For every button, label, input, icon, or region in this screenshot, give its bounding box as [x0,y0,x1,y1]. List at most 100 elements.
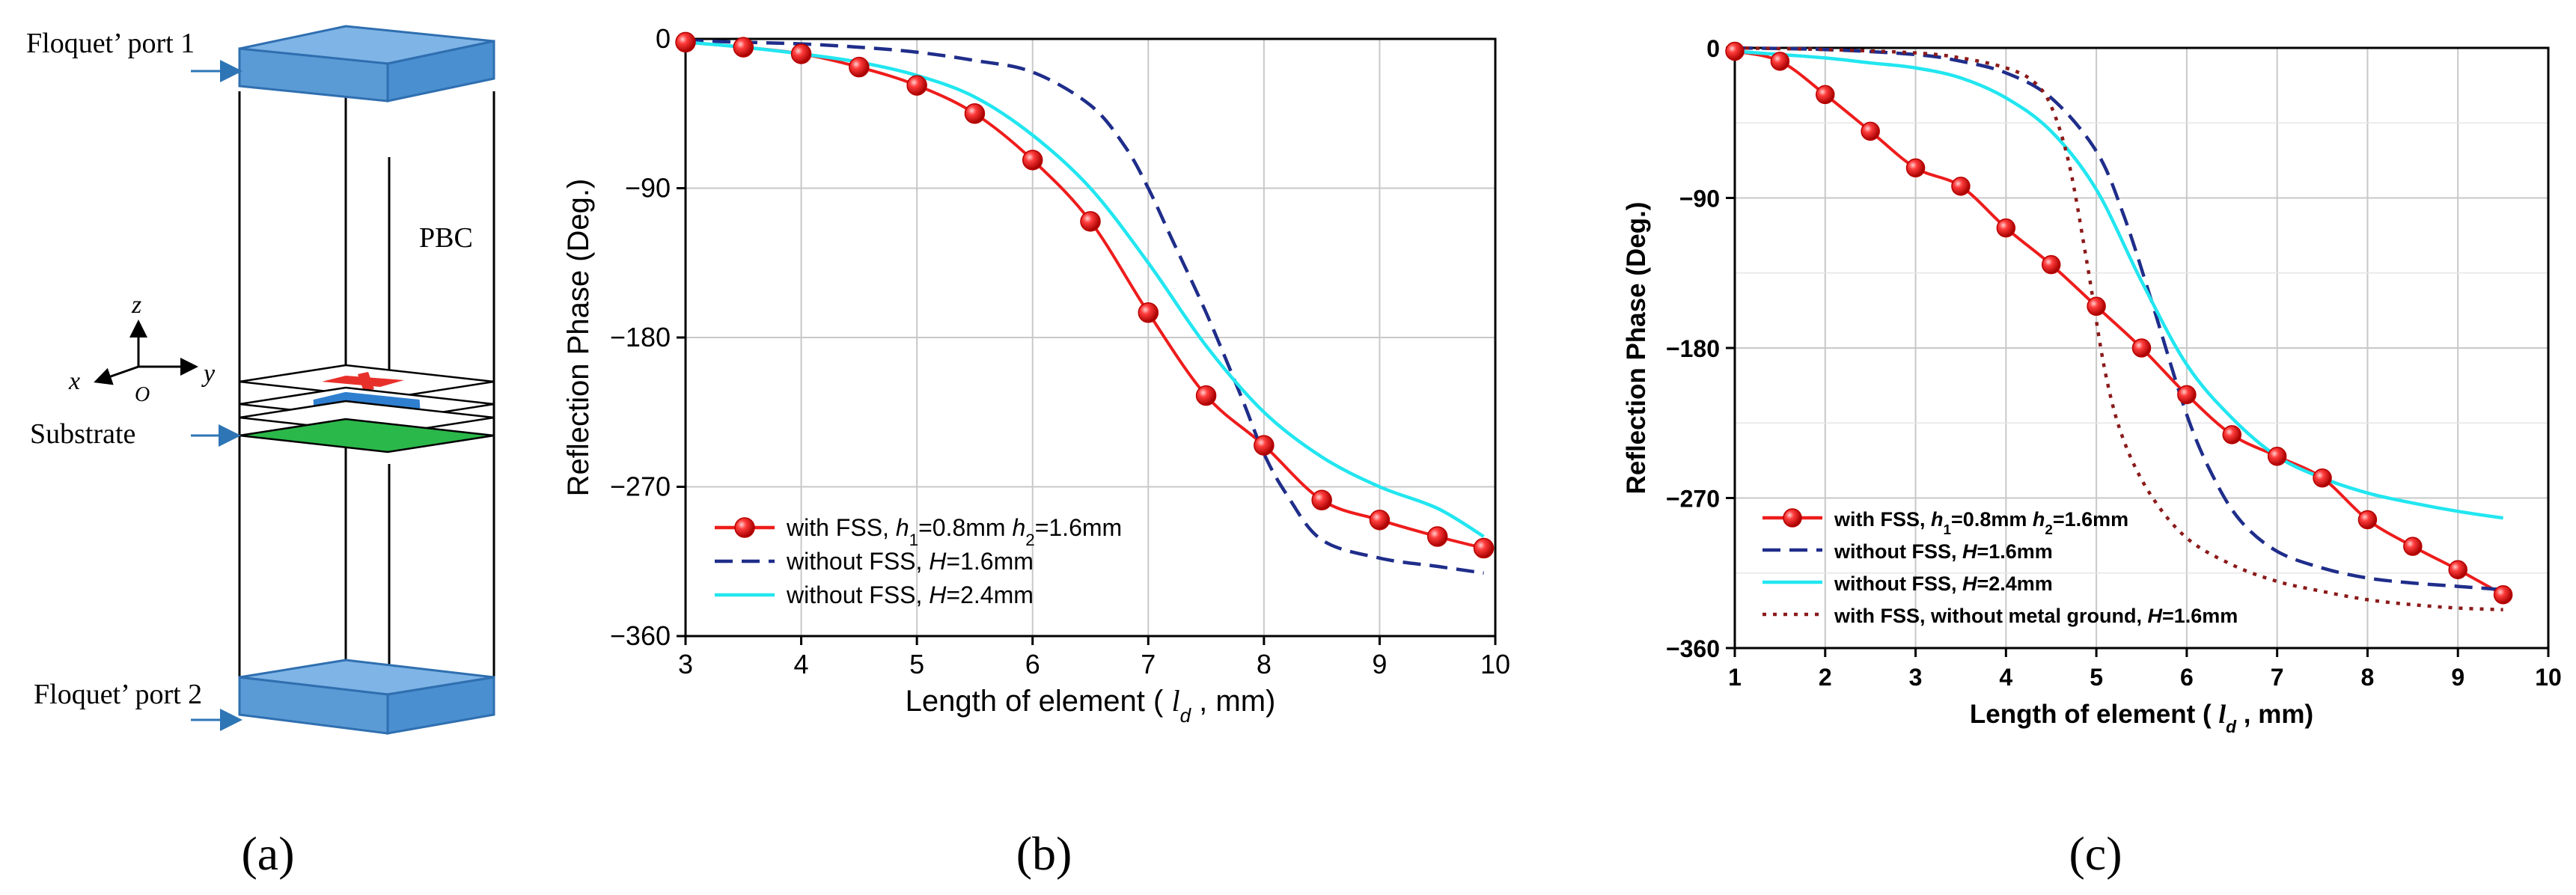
data-point-marker [2267,447,2287,466]
legend-text-part: =0.8mm [918,514,1012,541]
floquet-port-1-slab [238,25,495,103]
data-point-marker [1725,41,1745,61]
legend-label-0: with FSS, h1=0.8mm h2=1.6mm [1834,508,2128,538]
legend-label-2: without FSS, H=2.4mm [1834,572,2053,595]
legend-text-part: H [929,548,947,575]
y-tick-label: 0 [656,23,671,54]
legend-text-part: without FSS, [786,548,929,575]
x-tick-label: 10 [1480,649,1510,679]
x-tick-label: 10 [2535,664,2562,691]
x-axis-label-post: , mm) [1191,685,1275,718]
x-tick-label: 8 [1257,649,1272,679]
legend-text-part: h [896,514,909,541]
legend-label-1: without FSS, H=1.6mm [786,548,1034,575]
axis-y-label: y [201,360,216,388]
x-axis-label-var: l [1171,684,1179,718]
legend-label-3: with FSS, without metal ground, H=1.6mm [1834,605,2238,627]
plot-area [686,38,1485,575]
legend-text-part: 1 [909,531,918,549]
data-point-marker [2177,385,2197,405]
series-line-1 [1735,46,2503,592]
y-tick-label: −360 [610,620,671,651]
legend-text-part: H [2147,605,2162,627]
data-point-marker [1138,302,1159,323]
pbc-box-outline [238,34,495,677]
x-tick-label: 2 [1819,664,1832,691]
legend-text-part: h [1012,514,1025,541]
legend-text-part: =1.6mm [946,548,1033,575]
chart-c: 1 2 3 4 5 6 7 8 9 10 0 −90 −180 −270 −360 Length of ele… [1622,35,2562,736]
y-tick-label: −180 [610,322,671,352]
legend-text-part: without FSS, [786,581,929,608]
legend-text-part: with FSS, [1834,508,1931,531]
y-axis-label: Reflection Phase (Deg.) [1622,202,1651,495]
data-point-marker [1905,158,1926,178]
legend-text-part: without FSS, [1834,540,1962,563]
data-point-marker [675,31,696,53]
data-point-marker [849,56,870,78]
data-point-marker [2357,510,2378,530]
data-point-marker [2313,468,2332,488]
y-tick-label: −90 [1679,186,1720,213]
data-point-marker [733,37,754,58]
x-tick-label: 8 [2361,664,2375,691]
legend-text-part: with FSS, [786,514,896,541]
data-point-marker [1369,510,1391,531]
data-point-marker [2448,560,2467,580]
legend-text-part: H [929,581,947,608]
data-point-marker [2041,254,2061,275]
x-tick-label: 4 [794,649,809,679]
x-tick-label: 9 [2451,664,2464,691]
x-tick-label: 5 [2090,664,2103,691]
x-tick-label: 6 [1025,649,1040,679]
data-point-marker [2493,584,2513,605]
legend-marker [734,517,755,538]
floquet-port-2-slab [238,659,495,735]
port-1-label: Floquet’ port 1 [26,28,195,59]
x-tick-label: 5 [909,649,924,679]
legend-text-part: h [2033,508,2045,531]
legend-text-part: =1.6mm [2053,508,2128,531]
y-tick-label: −90 [625,173,671,204]
chart-b: 3 4 5 6 7 8 9 10 0 −90 −180 −270 −360 Length of eleme… [562,23,1510,727]
legend-text-part: h [1931,508,1944,531]
x-tick-label: 7 [1141,649,1156,679]
data-point-marker [1080,211,1101,232]
series-line-2 [686,40,1485,538]
data-point-marker [2403,537,2423,556]
legend-text-part: =1.6mm [1977,540,2052,563]
fss-top-layer [239,364,495,400]
y-tick-label: −360 [1666,635,1720,662]
series-line-2 [1735,49,2503,520]
data-point-marker [1473,537,1495,559]
panel-b-label: (b) [1016,827,1072,880]
panel-a-label: (a) [241,827,294,880]
legend-text-part: H [1962,540,1977,563]
data-point-marker [1861,121,1880,141]
legend-text-part: =2.4mm [946,581,1033,608]
y-axis-label: Reflection Phase (Deg.) [562,179,595,497]
data-point-marker [1195,385,1217,406]
x-tick-label: 4 [1999,664,2012,691]
legend-label-1: without FSS, H=1.6mm [1834,540,2053,563]
x-axis-label-var: l [2218,700,2226,729]
legend-label-2: without FSS, H=2.4mm [786,581,1034,608]
y-tick-label: 0 [1706,35,1720,62]
data-point-marker [2131,338,2152,358]
x-axis-label-pre: Length of element ( [906,685,1172,718]
y-tick-label: −270 [610,471,671,502]
data-point-marker [1951,177,1971,196]
data-point-marker [2222,425,2242,445]
data-point-marker [1254,435,1275,456]
series-line-0 [686,40,1485,550]
x-tick-label: 6 [2180,664,2194,691]
x-tick-label: 1 [1728,664,1742,691]
legend-text-part: with FSS, without metal ground, [1834,605,2147,627]
data-point-marker [1996,218,2016,238]
y-tick-label: −270 [1666,486,1720,513]
data-point-marker [1426,526,1448,547]
coordinate-axes [94,320,198,385]
data-point-marker [1816,85,1835,105]
legend-text-part: without FSS, [1834,572,1962,595]
